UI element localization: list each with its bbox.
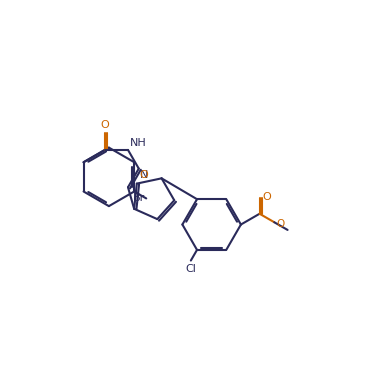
Text: Cl: Cl xyxy=(185,264,196,273)
Text: O: O xyxy=(277,219,285,229)
Text: O: O xyxy=(139,170,148,180)
Text: O: O xyxy=(262,192,271,202)
Text: N: N xyxy=(139,170,148,180)
Text: NH: NH xyxy=(129,138,146,148)
Text: Br: Br xyxy=(133,193,145,203)
Text: O: O xyxy=(100,120,109,130)
